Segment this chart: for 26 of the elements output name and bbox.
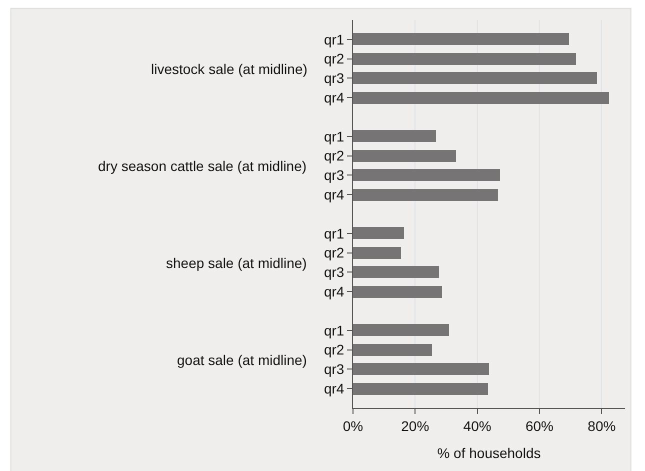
x-axis-title: % of households xyxy=(437,445,541,462)
x-tick-label: 80% xyxy=(588,418,616,434)
y-tick-label: qr2 xyxy=(324,50,344,67)
y-tick-label: qr3 xyxy=(324,264,344,280)
y-tick-label: qr3 xyxy=(324,70,344,86)
y-tick-label: qr4 xyxy=(324,284,344,300)
x-tick-label: 20% xyxy=(401,418,430,434)
text: livestock sale (at midline) xyxy=(151,61,308,77)
y-tick-label: qr2 xyxy=(324,342,344,358)
text: sheep sale (at midline) xyxy=(166,255,307,271)
x-tick-label: 0% xyxy=(342,418,364,434)
x-tick-label: 60% xyxy=(525,418,554,434)
x-tick-label: 40% xyxy=(463,418,492,434)
y-tick-label: qr4 xyxy=(324,186,344,202)
y-tick-label: qr1 xyxy=(324,128,344,144)
y-tick-label: qr2 xyxy=(324,244,344,261)
y-tick-label: qr3 xyxy=(324,361,344,378)
text: goat sale (at midline) xyxy=(177,352,307,368)
text: dry season cattle sale (at midline) xyxy=(98,158,307,174)
y-tick-label: qr4 xyxy=(324,380,344,396)
y-tick-label: qr1 xyxy=(324,322,344,338)
y-tick-label: qr1 xyxy=(324,225,344,242)
y-tick-label: qr4 xyxy=(324,90,344,106)
y-tick-label: qr3 xyxy=(324,167,344,184)
y-tick-label: qr1 xyxy=(324,31,344,48)
y-tick-label: qr2 xyxy=(324,148,344,164)
